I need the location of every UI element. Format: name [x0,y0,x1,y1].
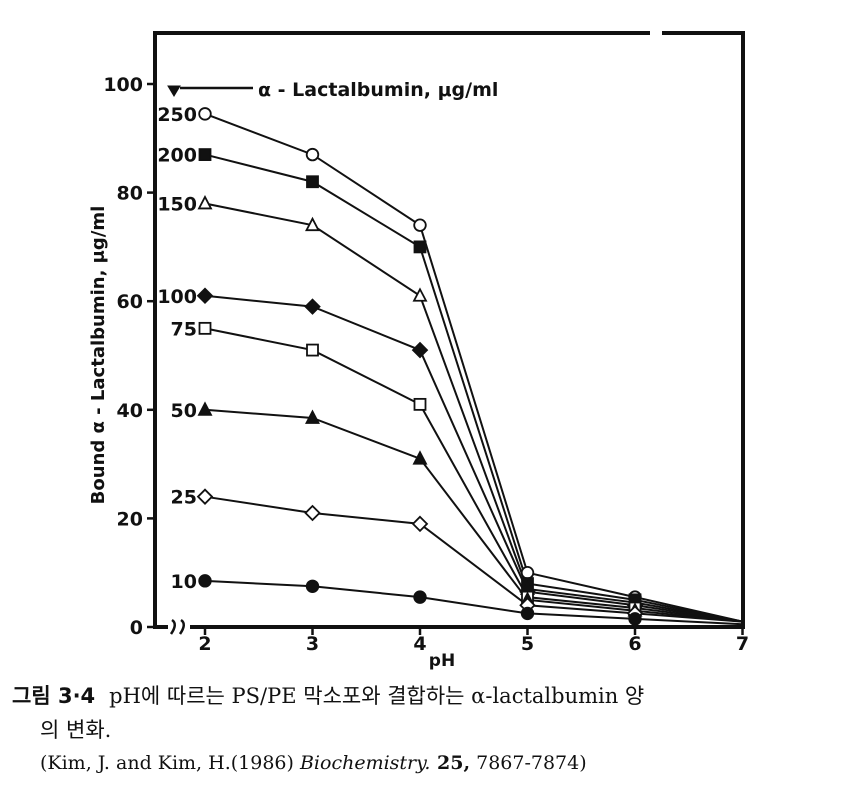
data-point [198,107,212,121]
series-line [204,408,743,623]
legend-marker [167,85,181,97]
legend: α - Lactalbumin, μg/ml [167,79,498,101]
data-point [197,195,213,210]
axis-ticks: 0 20 40 60 80 100 2 3 4 5 6 7 [103,74,749,655]
data-point [413,240,427,254]
series-label: 250 [157,104,197,126]
y-tick-label: 0 [130,617,143,639]
data-point [198,148,212,161]
series-line [204,327,743,623]
data-point [198,574,212,588]
series-labels: 250 200 150 100 75 50 25 10 [157,104,197,593]
data-point [306,175,319,189]
data-point [305,147,320,162]
data-point [413,590,427,604]
x-tick-label: 3 [306,633,319,655]
plot-frame [153,29,745,635]
series-line [204,112,743,623]
data-point [411,341,429,359]
series-label: 50 [171,400,197,422]
x-tick-label: 5 [521,633,534,655]
x-tick-label: 4 [413,633,426,655]
y-tick-label: 60 [117,291,143,313]
series-label: 150 [157,193,197,215]
x-tick-label: 6 [628,633,641,655]
citation-journal: Biochemistry. [299,752,431,774]
series-line [204,495,743,623]
caption-text-continued: 의 변화. [40,718,112,742]
data-point [413,218,427,232]
citation-volume: 25, [430,752,471,774]
x-axis-label: pH [429,651,455,671]
y-axis-label: Bound α - Lactalbumin, μg/ml [88,206,109,505]
y-tick-label: 20 [117,508,143,530]
legend-title: α - Lactalbumin, μg/ml [258,79,498,101]
x-tick-label: 7 [736,633,749,655]
citation-pages: 7867-7874) [470,752,587,774]
caption-text: pH에 따르는 PS/PE 막소포와 결합하는 α-lactalbumin 양 [109,684,645,708]
caption-line-2: 의 변화. [40,714,111,744]
data-point [196,488,214,505]
data-point [196,287,214,305]
data-point [197,401,213,416]
series-lines [204,112,743,626]
series-line [204,579,743,626]
figure-number: 그림 3·4 [12,684,96,708]
series-label: 100 [157,286,197,308]
series-label: 25 [171,487,197,509]
data-point [413,397,427,411]
data-point [306,343,319,357]
series-markers [196,107,644,626]
plot-border [153,31,745,629]
data-point [304,298,321,315]
data-point [305,216,320,232]
data-point [412,287,428,302]
y-tick-label: 40 [117,400,143,422]
series-line [204,294,743,623]
data-point [305,579,320,593]
y-tick-label: 100 [103,74,143,96]
y-tick-label: 80 [117,183,143,205]
data-point [198,321,212,335]
series-label: 10 [171,571,197,593]
data-point [305,409,320,424]
data-point [412,450,428,465]
caption-line-1: 그림 3·4 pH에 따르는 PS/PE 막소포와 결합하는 α-lactalbu… [12,680,644,710]
data-point [628,612,642,626]
data-point [304,504,321,522]
series-label: 200 [157,145,197,167]
data-point [520,566,535,580]
data-point [411,515,429,533]
series-line [204,153,743,623]
series-label: 75 [171,318,197,340]
axis-break-mark [169,618,176,635]
x-tick-label: 2 [198,633,211,655]
citation: (Kim, J. and Kim, H.(1986) Biochemistry.… [40,752,587,774]
series-line [204,202,743,623]
citation-authors: (Kim, J. and Kim, H.(1986) [40,752,300,774]
data-point [520,606,535,621]
axis-break-mark [178,618,185,635]
